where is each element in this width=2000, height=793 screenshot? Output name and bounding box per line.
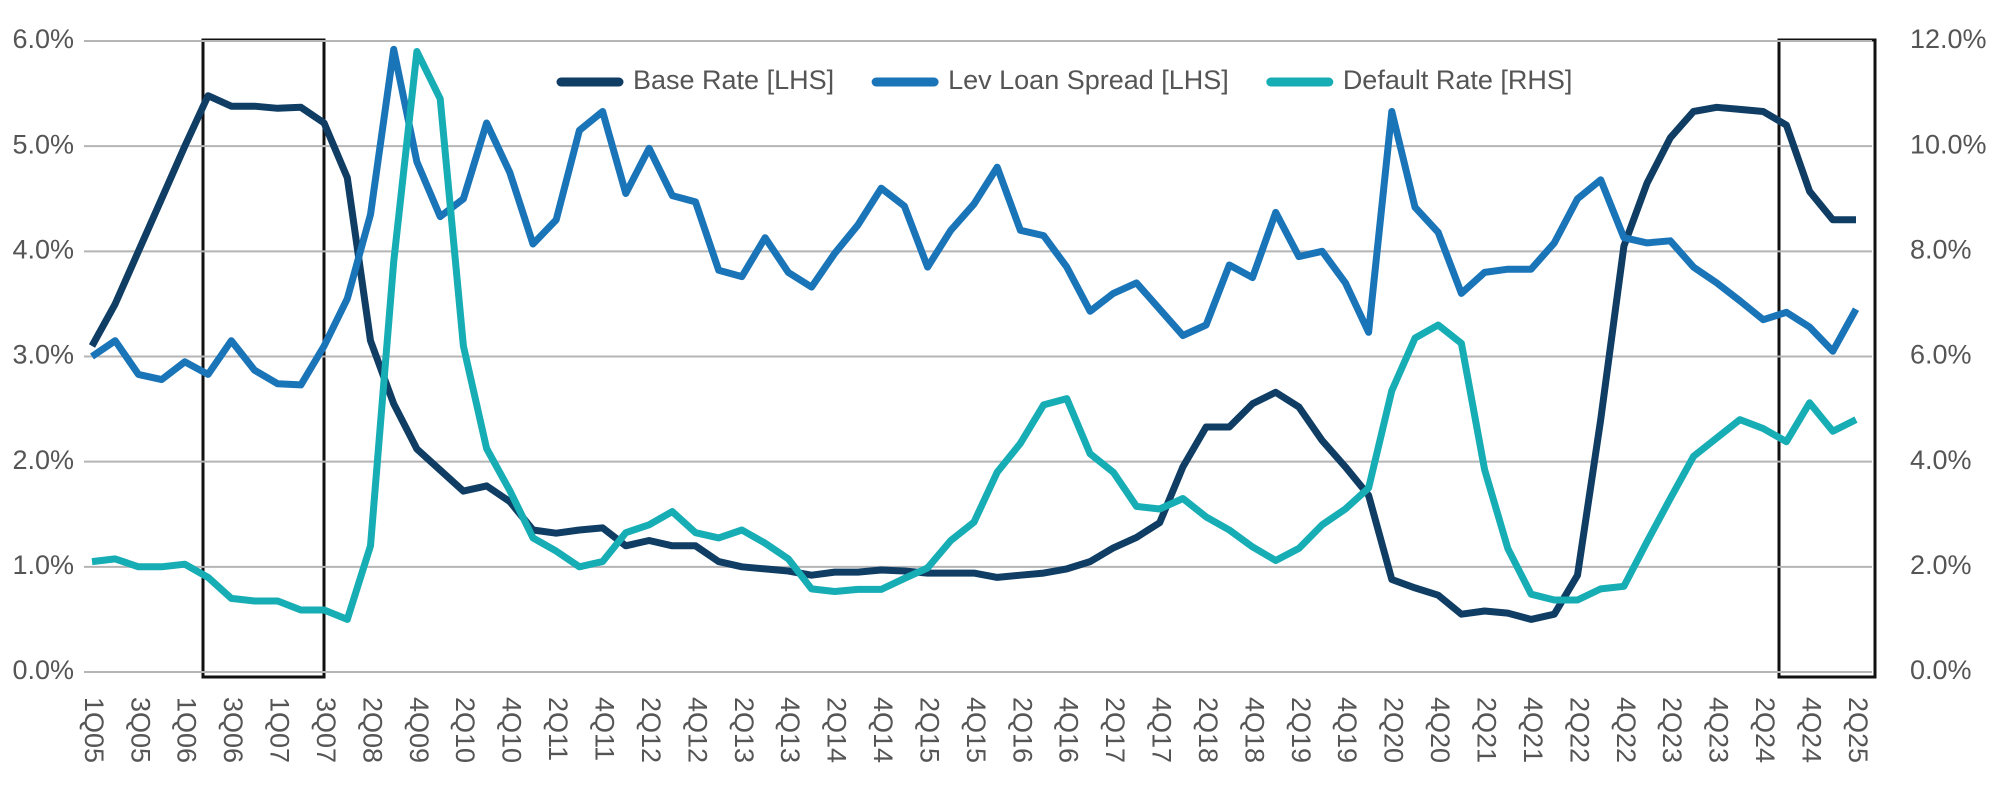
x-tick-label: 1Q07 <box>265 697 295 763</box>
x-tick-label: 4Q21 <box>1518 697 1548 763</box>
x-tick-label: 4Q09 <box>404 697 434 763</box>
x-tick-label: 4Q13 <box>775 697 805 763</box>
x-tick-label: 3Q07 <box>311 697 341 763</box>
y-tick-label: 2.0% <box>12 445 74 475</box>
y2-tick-label: 6.0% <box>1910 340 1972 370</box>
y-tick-label: 0.0% <box>12 655 74 685</box>
x-tick-label: 4Q17 <box>1147 697 1177 763</box>
legend-label: Lev Loan Spread [LHS] <box>948 65 1229 95</box>
y2-tick-label: 8.0% <box>1910 234 1972 264</box>
x-tick-label: 2Q08 <box>357 697 387 763</box>
x-tick-label: 2Q19 <box>1286 697 1316 763</box>
line-series <box>91 48 1858 623</box>
x-tick-label: 4Q24 <box>1796 697 1826 763</box>
x-tick-label: 2Q14 <box>822 697 852 763</box>
x-tick-label: 1Q06 <box>172 697 202 763</box>
x-tick-label: 4Q18 <box>1239 697 1269 763</box>
y-tick-label: 4.0% <box>12 234 74 264</box>
x-tick-label: 3Q06 <box>218 697 248 763</box>
x-tick-label: 2Q22 <box>1564 697 1594 763</box>
x-tick-label: 2Q12 <box>636 697 666 763</box>
line-series <box>90 45 1860 389</box>
x-tick-label: 4Q22 <box>1611 697 1641 763</box>
x-tick-label: 2Q23 <box>1657 697 1687 763</box>
x-tick-label: 4Q11 <box>590 697 620 761</box>
x-tick-label: 4Q19 <box>1332 697 1362 763</box>
y-tick-label: 6.0% <box>12 24 74 54</box>
y-tick-label: 1.0% <box>12 550 74 580</box>
x-tick-label: 2Q15 <box>914 697 944 763</box>
x-tick-label: 2Q11 <box>543 697 573 761</box>
y2-tick-label: 12.0% <box>1910 24 1987 54</box>
x-tick-label: 2Q24 <box>1750 697 1780 763</box>
y2-tick-label: 4.0% <box>1910 445 1972 475</box>
x-tick-label: 2Q20 <box>1379 697 1409 763</box>
line-series <box>88 92 1856 623</box>
x-tick-label: 2Q25 <box>1843 697 1873 763</box>
x-tick-label: 4Q20 <box>1425 697 1455 763</box>
x-tick-label: 1Q05 <box>79 697 109 763</box>
legend-label: Default Rate [RHS] <box>1343 65 1573 95</box>
plot: 0.0% 1.0% 2.0% 3.0% 4.0% 5.0% 6.0% 0.0% 2.0% 4.0%… <box>12 24 1986 763</box>
x-tick-label: 4Q23 <box>1704 697 1734 763</box>
x-tick-label: 4Q14 <box>868 697 898 763</box>
x-tick-label: 2Q13 <box>729 697 759 763</box>
x-tick-label: 3Q05 <box>125 697 155 763</box>
x-tick-label: 4Q16 <box>1054 697 1084 763</box>
x-tick-label: 4Q15 <box>961 697 991 763</box>
x-tick-label: 2Q18 <box>1193 697 1223 763</box>
x-tick-label: 4Q10 <box>497 697 527 763</box>
x-tick-label: 4Q12 <box>682 697 712 763</box>
x-tick-label: 2Q16 <box>1007 697 1037 763</box>
x-tick-label: 2Q21 <box>1472 697 1502 763</box>
x-tick-label: 2Q10 <box>450 697 480 763</box>
y-tick-label: 5.0% <box>12 129 74 159</box>
x-tick-label: 2Q17 <box>1100 697 1130 763</box>
y2-tick-label: 2.0% <box>1910 550 1972 580</box>
legend-label: Base Rate [LHS] <box>633 65 834 95</box>
y-tick-label: 3.0% <box>12 340 74 370</box>
y2-tick-label: 10.0% <box>1910 129 1987 159</box>
y2-tick-label: 0.0% <box>1910 655 1972 685</box>
